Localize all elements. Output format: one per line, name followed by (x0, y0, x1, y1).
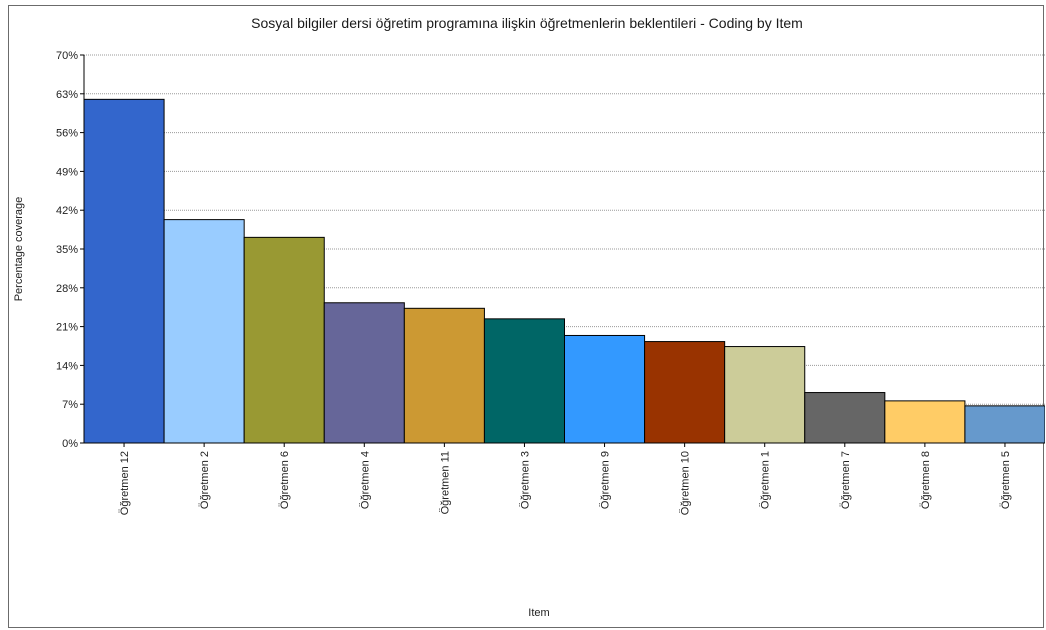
bar (163, 219, 245, 444)
y-tick-label: 49% (56, 166, 78, 178)
bar (644, 341, 726, 444)
y-tick-label: 70% (56, 50, 78, 62)
x-tick-label: Öğretmen 11 (439, 451, 451, 514)
y-tick-label: 7% (62, 399, 78, 411)
bar-chart: Sosyal bilgiler dersi öğretim programına… (13, 15, 1045, 619)
bar (403, 307, 485, 444)
x-tick-label: Öğretmen 4 (359, 451, 371, 509)
bars (83, 98, 1045, 444)
x-tick-label: Öğretmen 5 (1000, 451, 1012, 509)
x-tick-label: Öğretmen 3 (519, 451, 531, 509)
y-tick-label: 42% (56, 205, 78, 217)
x-axis-label: Item (528, 607, 549, 619)
x-tick-label: Öğretmen 12 (119, 451, 131, 515)
y-tick-label: 63% (56, 89, 78, 101)
x-tick-label: Öğretmen 8 (920, 451, 932, 509)
bar (483, 318, 565, 444)
chart-frame: Sosyal bilgiler dersi öğretim programına… (8, 5, 1045, 628)
bar (243, 236, 325, 444)
chart-title: Sosyal bilgiler dersi öğretim programına… (251, 15, 803, 31)
y-axis-label: Percentage coverage (13, 197, 25, 302)
bar (884, 400, 966, 444)
y-tick-label: 28% (56, 283, 78, 295)
y-tick-label: 0% (62, 438, 78, 450)
x-tick-label: Öğretmen 6 (279, 451, 291, 509)
bar (564, 334, 646, 444)
bar (724, 346, 806, 444)
bar (804, 392, 886, 444)
x-tick-labels: Öğretmen 12 Öğretmen 2 Öğretmen 6 Öğretmen … (119, 443, 1012, 515)
y-tick-label: 35% (56, 244, 78, 256)
x-tick-label: Öğretmen 1 (760, 451, 772, 509)
x-tick-label: Öğretmen 7 (840, 451, 852, 509)
y-tick-label: 21% (56, 322, 78, 334)
bar (964, 405, 1045, 444)
x-tick-label: Öğretmen 9 (600, 451, 612, 509)
x-tick-label: Öğretmen 2 (199, 451, 211, 509)
bar (83, 98, 165, 444)
y-tick-label: 56% (56, 128, 78, 140)
y-tick-labels: 0% 7% 14% 21% 28% 35% 42% 49% 56% 63% 70% (56, 50, 84, 450)
x-tick-label: Öğretmen 10 (680, 451, 692, 515)
y-tick-label: 14% (56, 360, 78, 372)
bar (323, 302, 405, 444)
